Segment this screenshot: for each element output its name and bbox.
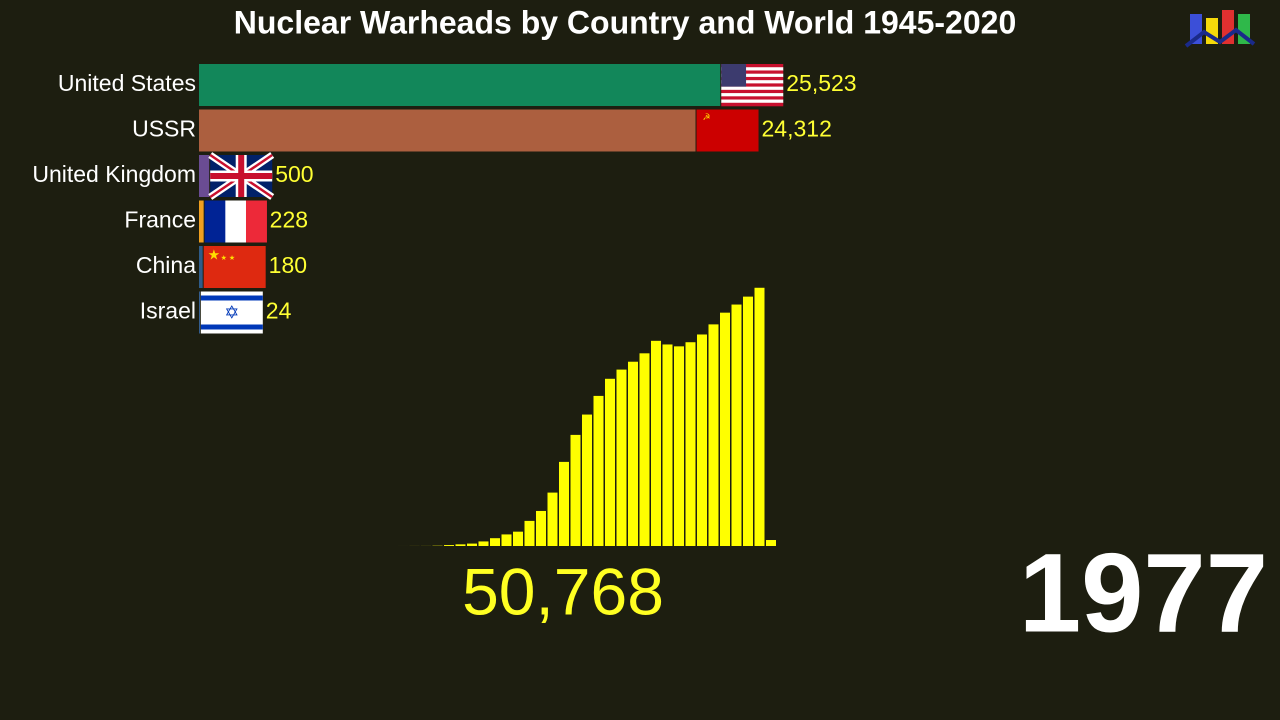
world-bar [559,461,569,546]
flag-part [721,86,784,91]
flag-part [203,246,266,288]
world-bar [513,531,523,546]
flag: ★ ★ ★ [203,246,266,288]
country-label: USSR [132,116,196,142]
country-label: China [136,252,196,278]
world-bar [720,312,730,546]
bar [199,155,210,197]
bar [199,246,203,288]
bar [199,109,696,152]
world-bar [743,296,753,546]
world-bar [651,340,661,546]
world-bar [628,361,638,546]
world-bar [524,520,535,546]
flag-part [721,89,784,94]
flag-part [225,200,247,243]
country-label: Israel [140,298,196,324]
flag-part [721,67,784,71]
world-bar [605,378,615,546]
world-bar [455,544,466,546]
world-bar [490,538,500,546]
flag-part [696,109,759,152]
country-label: United States [58,70,196,96]
flag-part: ★ [208,247,221,263]
world-bar [444,545,454,546]
world-bar [536,510,546,546]
world-bar [582,414,592,546]
flag-part [721,93,784,97]
world-bar [547,492,558,546]
world-bar [639,353,650,546]
world-bar [593,395,604,546]
flag-part [721,64,747,87]
country-label: France [124,207,196,233]
value-label: 180 [269,252,307,278]
flag [208,152,275,200]
flag-part: ★ ★ [221,254,236,262]
chart-title: Nuclear Warheads by Country and World 19… [234,4,1016,40]
world-bar [731,304,742,546]
flag-part [245,200,267,243]
world-bar [662,344,673,546]
value-label: 24,312 [762,116,832,142]
flag-part [200,324,263,330]
flag-part [721,64,784,68]
logo [1184,10,1256,48]
flag-part: ✡ [224,302,239,322]
flag: ✡ [200,291,263,334]
country-label: United Kingdom [32,161,196,187]
world-bar [478,541,489,546]
world-bar [754,287,765,546]
world-bar [467,543,477,546]
world-bar [501,534,512,546]
world-bar [766,540,776,546]
flag-part [721,99,784,104]
world-bar [708,324,719,546]
flag [204,200,267,243]
flag-part [721,70,784,74]
value-label: 228 [270,207,308,233]
bar [199,291,200,334]
flag-part [721,83,784,87]
bar [199,200,204,243]
value-label: 24 [266,298,292,324]
world-bar [697,334,707,546]
bar [199,64,721,106]
value-label: 25,523 [786,70,856,96]
world-bar [674,346,684,546]
flag-part [721,76,784,81]
world-bar [616,369,627,546]
year-label: 1977 [1019,531,1268,656]
flag: ☭ [696,109,759,152]
flag-part [721,80,784,84]
flag-part [210,155,273,197]
flag-part [721,96,784,100]
flag-part: ☭ [703,112,711,122]
world-bar [685,342,696,546]
flag-part [721,73,784,78]
world-bar [570,434,581,546]
value-label: 500 [275,161,313,187]
flag-part [721,102,784,107]
flag-part [204,200,226,243]
world-total: 50,768 [462,554,664,628]
flag-part [200,295,263,301]
flag [721,64,784,107]
